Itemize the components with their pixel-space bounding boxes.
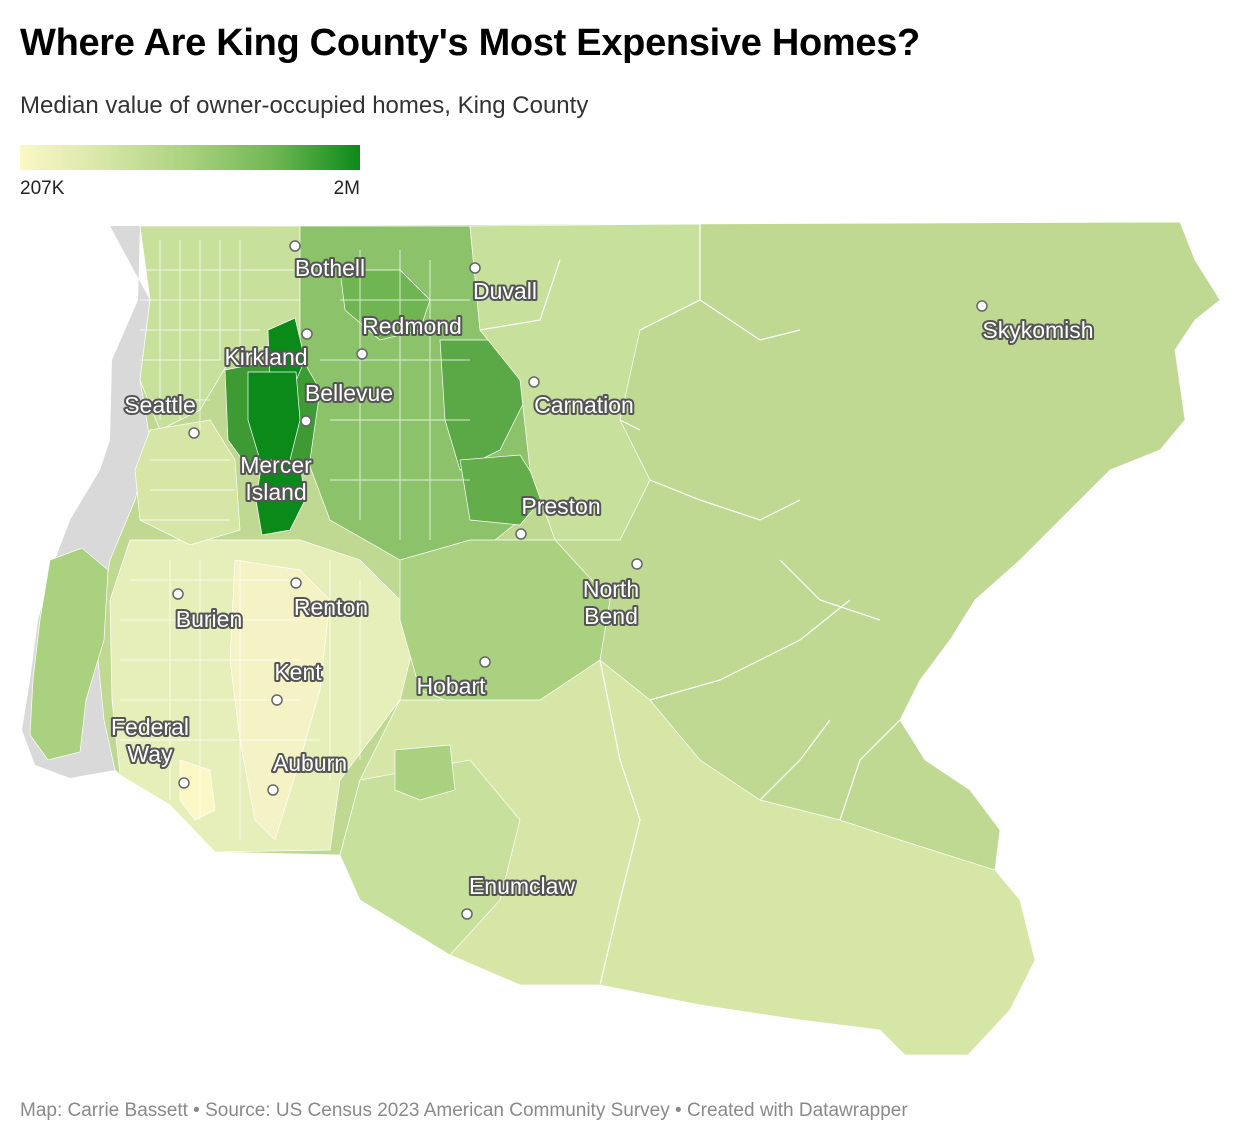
- city-label: Skykomish: [982, 317, 1093, 343]
- king-county-map: Bothell Duvall Redmond Skykomish Kirkland Bel…: [22, 221, 1221, 1056]
- city-label: Island: [245, 479, 306, 505]
- vashon-island: [29, 547, 109, 761]
- boundary-lines: [479, 224, 901, 986]
- city-marker-dot: [976, 300, 988, 312]
- city-label: Federal: [111, 714, 189, 740]
- legend-min-label: 207K: [20, 178, 65, 199]
- city-marker-dot: [290, 577, 302, 589]
- city-marker-dot: [300, 415, 312, 427]
- city-marker-dot: [528, 376, 540, 388]
- tract-grid-lines: [120, 240, 470, 840]
- city-label: Seattle: [124, 392, 196, 418]
- city-label: Bellevue: [305, 380, 393, 406]
- region-federal-way: [179, 759, 216, 821]
- footer-credit: Map: Carrie Bassett • Source: US Census …: [20, 1100, 908, 1121]
- color-legend: 207K 2M: [20, 145, 360, 204]
- legend-gradient-bar: [20, 145, 360, 170]
- city-label: Carnation: [534, 392, 634, 418]
- city-label: Auburn: [273, 750, 347, 776]
- city-marker-dot: [479, 656, 491, 668]
- city-marker-dot: [267, 784, 279, 796]
- legend-max-label: 2M: [333, 178, 360, 199]
- region-enumclaw-plateau: [339, 759, 521, 956]
- city-label: Bothell: [295, 255, 365, 281]
- city-marker-dot: [188, 427, 200, 439]
- city-marker-dot: [271, 694, 283, 706]
- region-maple-valley: [394, 744, 456, 801]
- region-issaquah-high: [459, 454, 546, 526]
- city-label: Hobart: [416, 673, 486, 699]
- city-marker-dot: [301, 328, 313, 340]
- city-label: Kent: [274, 659, 322, 685]
- city-label: North: [583, 576, 639, 602]
- city-marker-dot: [515, 528, 527, 540]
- city-label: Preston: [521, 493, 600, 519]
- city-marker-dot: [289, 240, 301, 252]
- region-seattle-central: [134, 419, 241, 546]
- city-label: Enumclaw: [469, 873, 575, 899]
- chart-title: Where Are King County's Most Expensive H…: [20, 22, 920, 64]
- city-marker-dot: [172, 588, 184, 600]
- city-marker-dot: [461, 908, 473, 920]
- chart-subtitle: Median value of owner-occupied homes, Ki…: [20, 92, 589, 119]
- city-marker-dot: [631, 558, 643, 570]
- city-label: Renton: [294, 594, 368, 620]
- city-label: Way: [127, 741, 173, 767]
- region-mercer-island-top: [255, 461, 306, 536]
- city-label: Mercer: [240, 452, 312, 478]
- city-label: Kirkland: [224, 344, 307, 370]
- city-labels: Bothell Duvall Redmond Skykomish Kirkland Bel…: [109, 240, 1096, 920]
- city-label: Redmond: [362, 313, 462, 339]
- region-bellevue-top: [247, 371, 301, 461]
- city-marker-dot: [178, 777, 190, 789]
- city-marker-dot: [469, 262, 481, 274]
- city-label: Bend: [584, 603, 638, 629]
- city-label: Duvall: [473, 278, 537, 304]
- city-label: Burien: [176, 606, 242, 632]
- city-marker-dot: [356, 348, 368, 360]
